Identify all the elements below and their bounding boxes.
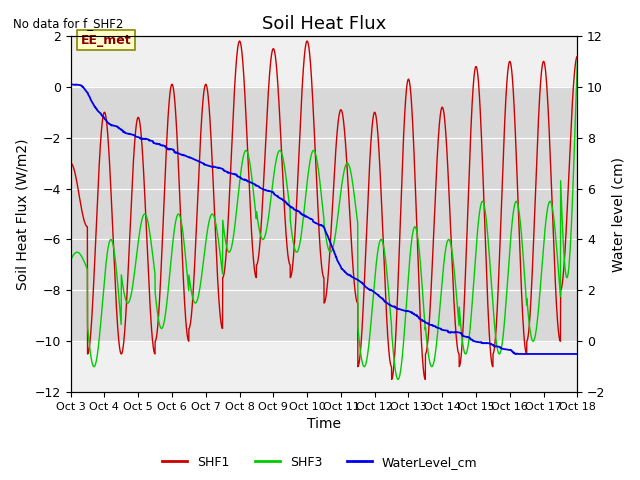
Title: Soil Heat Flux: Soil Heat Flux [262,15,386,33]
Legend: SHF1, SHF3, WaterLevel_cm: SHF1, SHF3, WaterLevel_cm [157,451,483,474]
Y-axis label: Soil Heat Flux (W/m2): Soil Heat Flux (W/m2) [15,138,29,290]
Text: EE_met: EE_met [81,34,131,47]
Y-axis label: Water level (cm): Water level (cm) [611,156,625,272]
Bar [70,87,577,341]
Text: No data for f_SHF2: No data for f_SHF2 [13,17,123,30]
X-axis label: Time: Time [307,418,341,432]
